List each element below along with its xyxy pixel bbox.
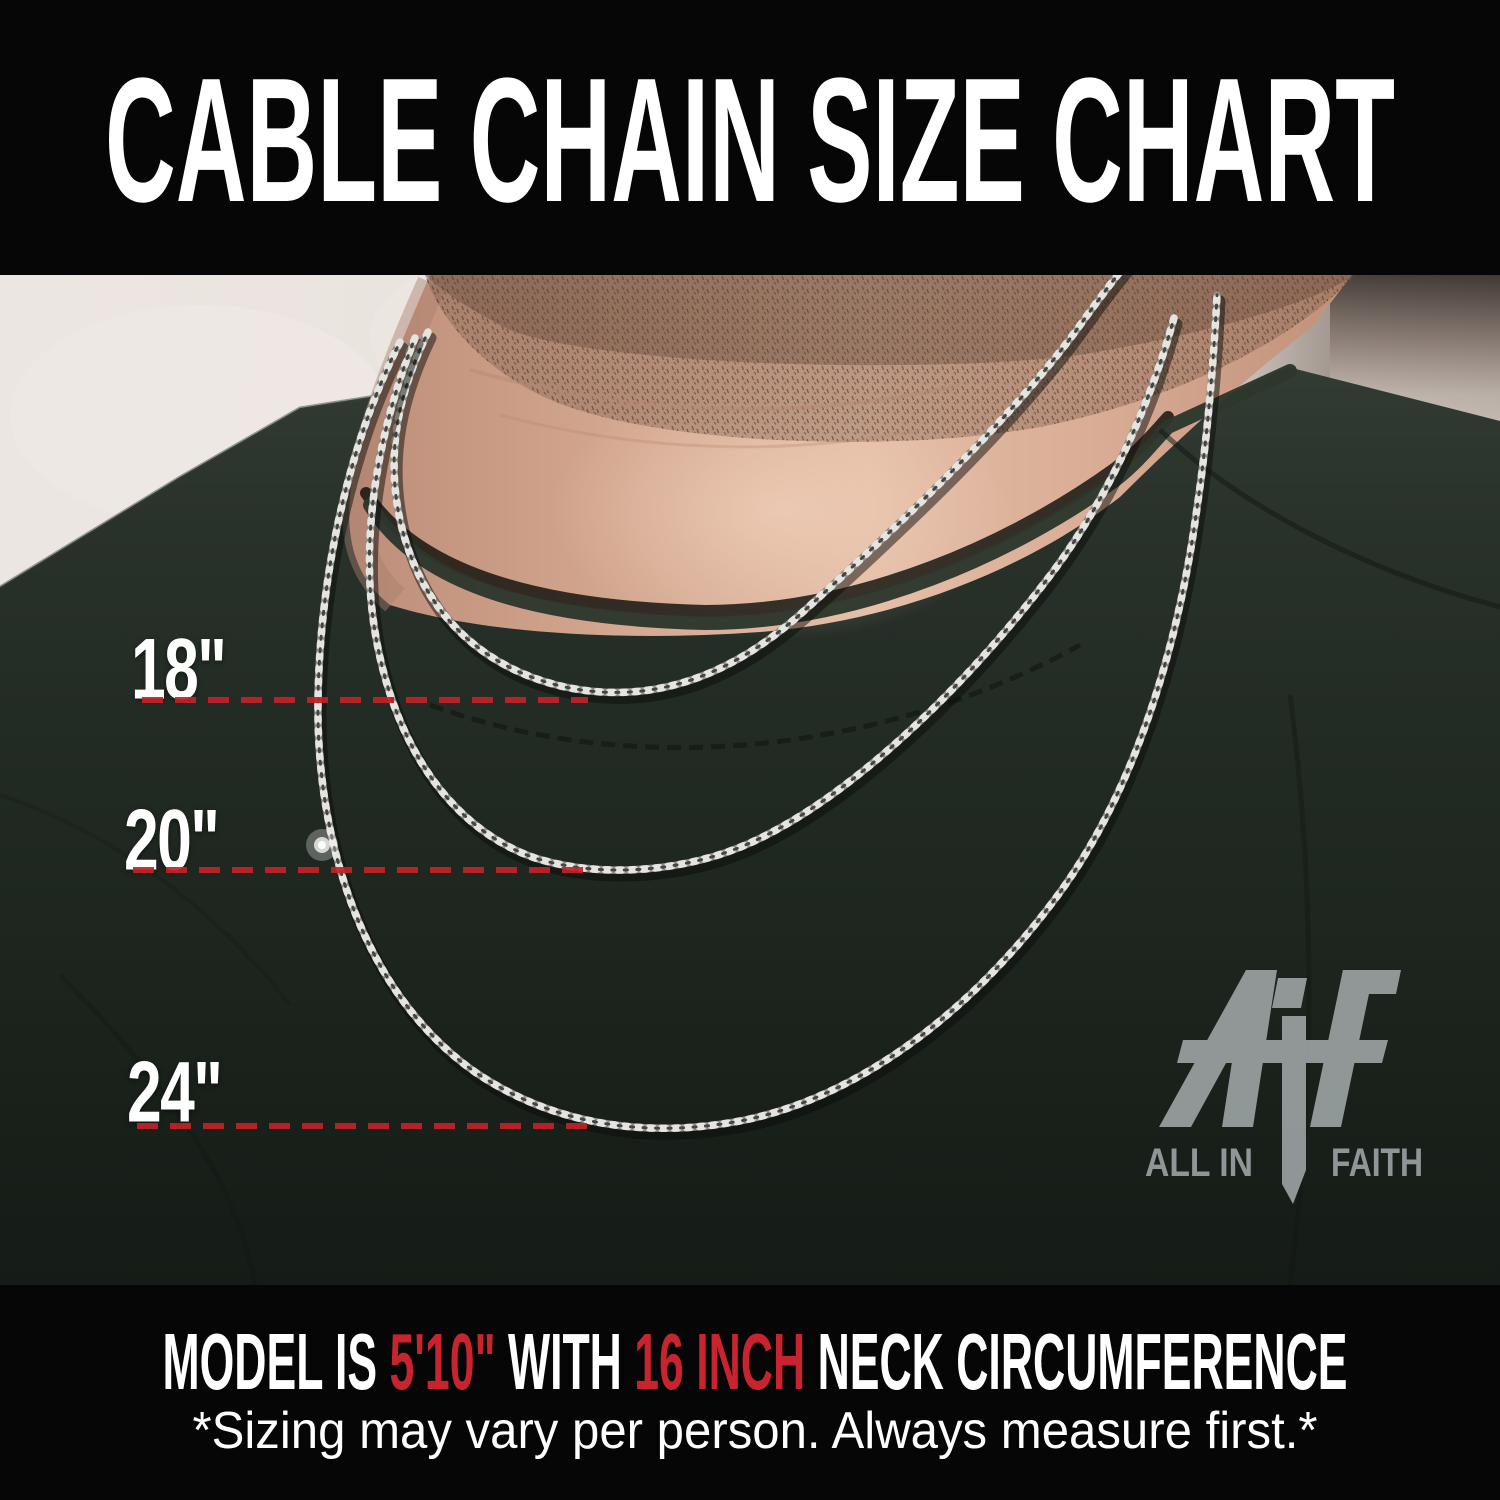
- spec-neck-value: 16 INCH: [634, 1317, 805, 1406]
- collar-stitch: [429, 642, 1082, 751]
- shoulder-edge-highlight: [0, 391, 396, 589]
- neck-crease: [499, 413, 921, 449]
- chin-shadow: [425, 275, 1355, 366]
- stubble-texture: [425, 275, 1355, 442]
- logo-monogram-f: [1310, 970, 1401, 1127]
- model-spec-line: MODEL IS 5'10" WITH 16 INCH NECK CIRCUMF…: [163, 1317, 1348, 1406]
- footer-banner-art: MODEL IS 5'10" WITH 16 INCH NECK CIRCUMF…: [163, 1317, 1348, 1460]
- size-line-20: [133, 867, 585, 873]
- logo-tagline-left: ALL IN: [1145, 1141, 1253, 1185]
- size-line-18: [142, 697, 588, 703]
- size-line-24: [137, 1123, 592, 1129]
- title-banner-art: CABLE CHAIN SIZE CHART: [105, 41, 1395, 239]
- model-photo: [0, 275, 1500, 1285]
- shirt-fold: [0, 793, 292, 1007]
- page-title: CABLE CHAIN SIZE CHART: [105, 41, 1395, 239]
- title-banner: CABLE CHAIN SIZE CHART: [0, 0, 1500, 275]
- neck-crease: [469, 368, 961, 412]
- shoulder-seam: [1158, 428, 1500, 610]
- brand-logo: ALL IN FAITH: [1145, 970, 1423, 1204]
- spec-middle: WITH: [508, 1317, 634, 1406]
- spec-prefix: MODEL IS: [163, 1317, 390, 1406]
- footer-banner: MODEL IS 5'10" WITH 16 INCH NECK CIRCUMF…: [0, 1285, 1500, 1500]
- spec-suffix: NECK CIRCUMFERENCE: [818, 1317, 1348, 1406]
- size-label-24: 24": [127, 1043, 223, 1140]
- chain-sparkle: [306, 829, 338, 861]
- shirt-fold: [58, 973, 258, 1285]
- logo-tagline-right: FAITH: [1331, 1141, 1423, 1185]
- spec-height-value: 5'10": [390, 1317, 496, 1406]
- shirt-fold: [1287, 694, 1312, 1285]
- disclaimer-text: *Sizing may vary per person. Always meas…: [193, 1402, 1318, 1460]
- model-photo-illustration: [0, 275, 1500, 1285]
